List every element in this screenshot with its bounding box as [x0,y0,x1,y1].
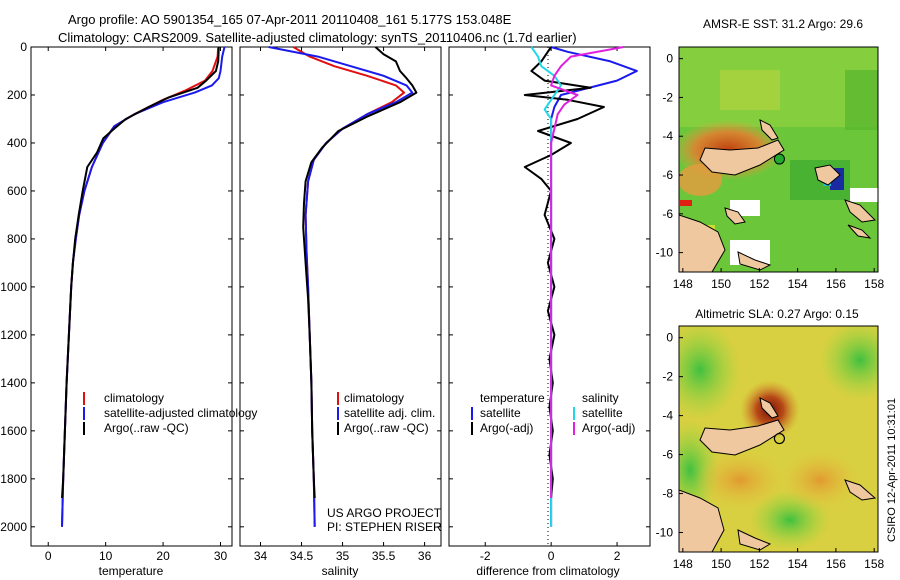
series-line [550,46,624,498]
map-lat-tick-label: 0 [666,52,673,66]
salinity-xlabel: salinity [322,564,359,578]
legend-label-satellite-adj: satellite adj. clim. [344,406,435,420]
depth-tick-label: 0 [20,40,27,54]
depth-tick-label: 400 [7,136,27,150]
x-tick-label: 0 [548,549,555,563]
map-lat-tick-label: -2 [662,370,673,384]
map-lat-tick-label: -10 [656,526,674,540]
x-tick-label: 2 [614,549,621,563]
legend-label-argo: Argo(-adj) [480,421,533,435]
map-lat-tick-label: -6 [662,168,673,182]
legend-label-argo-sal: Argo(-adj) [582,421,635,435]
project-annotation: US ARGO PROJECT [327,506,442,520]
sst-map-panel: AMSR-E SST: 31.2 Argo: 29.6 [656,17,885,291]
pi-annotation: PI: STEPHEN RISER [327,520,442,534]
map-lon-tick-label: 152 [749,277,769,291]
series-line [61,46,220,527]
sla-map-title: Altimetric SLA: 0.27 Argo: 0.15 [695,307,859,321]
depth-tick-label: 1800 [0,472,27,486]
legend-label-argo: Argo(..raw -QC) [344,421,429,435]
depth-tick-label: 200 [7,88,27,102]
map-lat-tick-label: -6 [662,207,673,221]
sla-map-frame [678,325,879,553]
map-lon-tick-label: 158 [864,277,884,291]
series-line [302,46,418,499]
series-line [61,46,226,527]
map-lon-tick-label: 148 [673,557,693,571]
depth-tick-label: 1600 [0,424,27,438]
legend-header-temperature: temperature [480,391,545,405]
temperature-xlabel: temperature [99,564,164,578]
difference-xlabel: difference from climatology [476,564,619,578]
figure-title-line1: Argo profile: AO 5901354_165 07-Apr-2011… [68,12,512,27]
map-lat-tick-label: 0 [666,331,673,345]
sla-map-image [679,326,878,552]
map-lat-tick-label: -6 [662,448,673,462]
temperature-legend: climatology satellite-adjusted climatolo… [83,391,257,435]
map-lon-tick-label: 152 [749,557,769,571]
x-tick-label: 10 [99,549,113,563]
series-line [550,46,638,527]
legend-label-satellite-adj: satellite-adjusted climatology [104,406,257,420]
x-tick-label: 34.5 [290,549,314,563]
depth-tick-label: 1000 [0,280,27,294]
x-tick-label: 0 [45,549,52,563]
x-tick-label: 36 [418,549,432,563]
difference-legend: temperature satellite Argo(-adj) salinit… [471,391,635,435]
series-line [61,46,220,499]
depth-tick-label: 1200 [0,328,27,342]
legend-label-climatology: climatology [344,391,404,405]
salinity-panel: 34 34.5 35 35.5 36 salinity climatology sate… [239,46,442,578]
map-lon-tick-label: 150 [711,557,731,571]
legend-label-satellite-sal: satellite [582,406,623,420]
map-lat-tick-label: -4 [662,129,673,143]
legend-label-satellite: satellite [480,406,521,420]
map-lat-tick-label: -10 [656,246,674,260]
map-lon-tick-label: 156 [826,277,846,291]
depth-tick-label: 600 [7,184,27,198]
sst-map-title: AMSR-E SST: 31.2 Argo: 29.6 [703,17,863,31]
difference-panel: -2 0 2 difference from climatology tempera… [448,46,651,578]
series-line [268,46,414,527]
legend-label-argo: Argo(..raw -QC) [104,421,189,435]
sla-map-panel: Altimetric SLA: 0.27 Argo: 0.15 148 150 15… [656,307,885,571]
map-lon-tick-label: 150 [711,277,731,291]
sst-map-frame [678,46,879,273]
series-line [292,46,406,527]
map-lon-tick-label: 154 [788,277,808,291]
legend-header-salinity: salinity [582,391,619,405]
figure-title-line2: Climatology: CARS2009. Satellite-adjuste… [58,30,577,45]
x-tick-label: 20 [156,549,170,563]
salinity-axes-frame [239,46,442,547]
depth-tick-label: 800 [7,232,27,246]
depth-tick-label: 2000 [0,520,27,534]
x-tick-label: -2 [480,549,491,563]
map-lat-tick-label: -2 [662,90,673,104]
map-lon-tick-label: 156 [826,557,846,571]
legend-label-climatology: climatology [104,391,164,405]
depth-tick-label: 1400 [0,376,27,390]
map-lon-tick-label: 158 [864,557,884,571]
temperature-axes-frame [30,46,233,547]
credit-timestamp: CSIRO 12-Apr-2011 10:31:01 [886,398,898,542]
map-lat-tick-label: -4 [662,409,673,423]
map-lat-tick-label: -8 [662,487,673,501]
x-tick-label: 30 [214,549,228,563]
x-tick-label: 35 [336,549,350,563]
map-lon-tick-label: 154 [788,557,808,571]
float-position-marker [773,153,785,165]
x-tick-label: 35.5 [372,549,396,563]
map-lon-tick-label: 148 [673,277,693,291]
difference-axes-frame [448,46,651,547]
float-position-marker [773,432,786,445]
salinity-legend: climatology satellite adj. clim. Argo(..… [337,391,435,435]
x-tick-label: 34 [254,549,268,563]
